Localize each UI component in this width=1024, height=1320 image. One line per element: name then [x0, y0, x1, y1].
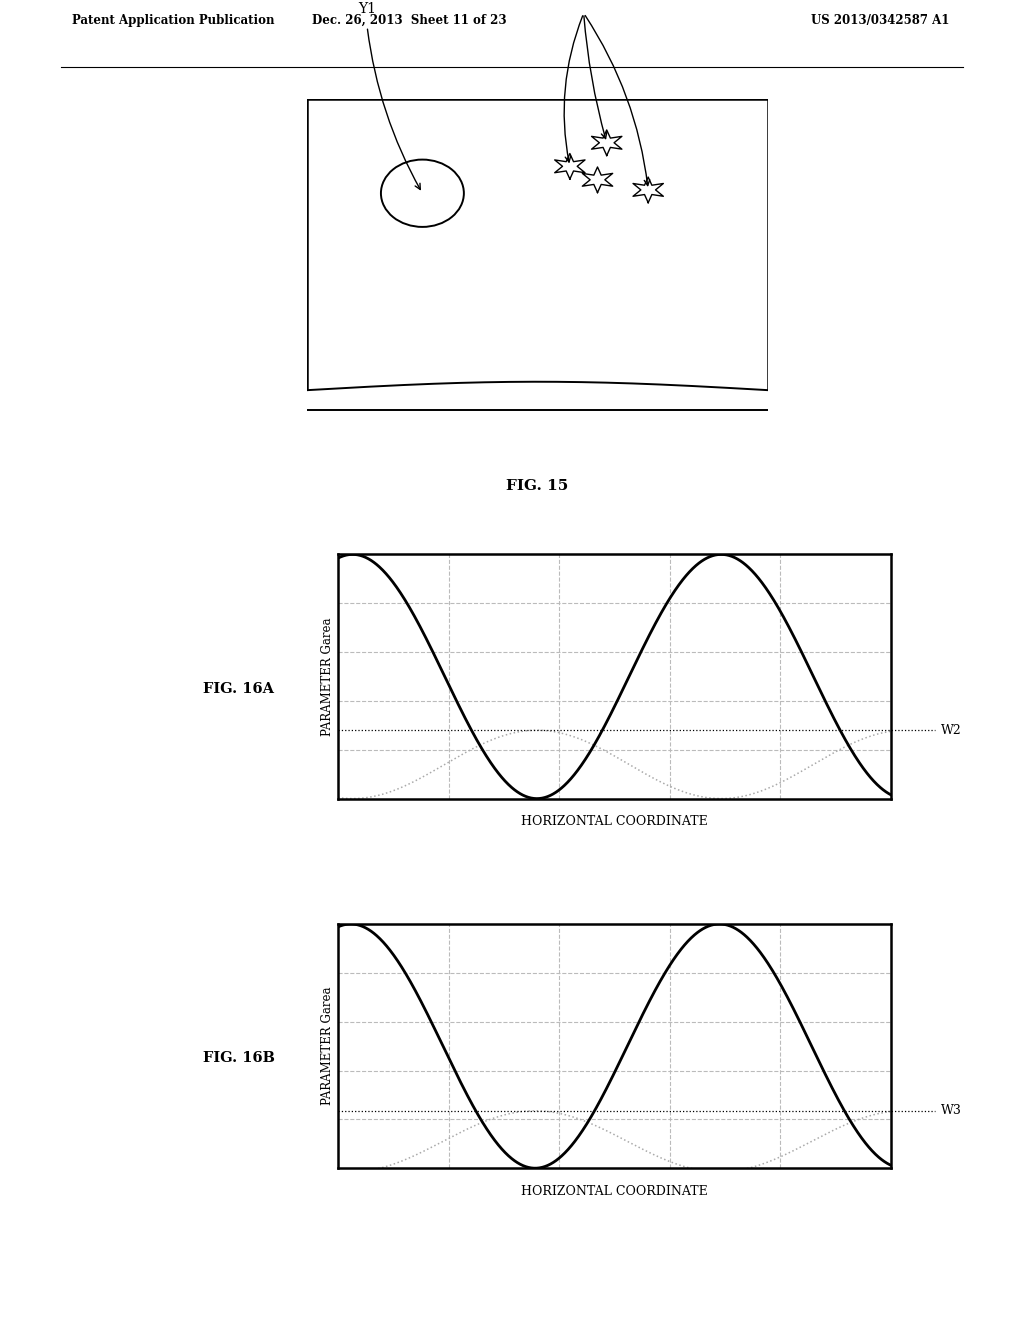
Y-axis label: PARAMETER Garea: PARAMETER Garea [321, 618, 334, 735]
Y-axis label: PARAMETER Garea: PARAMETER Garea [321, 987, 334, 1105]
Text: W3: W3 [941, 1105, 962, 1117]
Text: Dec. 26, 2013  Sheet 11 of 23: Dec. 26, 2013 Sheet 11 of 23 [312, 13, 507, 26]
Text: Patent Application Publication: Patent Application Publication [72, 13, 274, 26]
Text: Y1: Y1 [358, 1, 376, 16]
Text: HORIZONTAL COORDINATE: HORIZONTAL COORDINATE [521, 816, 708, 828]
Text: FIG. 16B: FIG. 16B [203, 1051, 274, 1065]
Text: HORIZONTAL COORDINATE: HORIZONTAL COORDINATE [521, 1185, 708, 1197]
Text: FIG. 16A: FIG. 16A [204, 681, 274, 696]
Text: US 2013/0342587 A1: US 2013/0342587 A1 [811, 13, 950, 26]
Text: W2: W2 [941, 723, 962, 737]
Text: Y2: Y2 [574, 0, 593, 3]
Text: FIG. 15: FIG. 15 [507, 479, 568, 492]
